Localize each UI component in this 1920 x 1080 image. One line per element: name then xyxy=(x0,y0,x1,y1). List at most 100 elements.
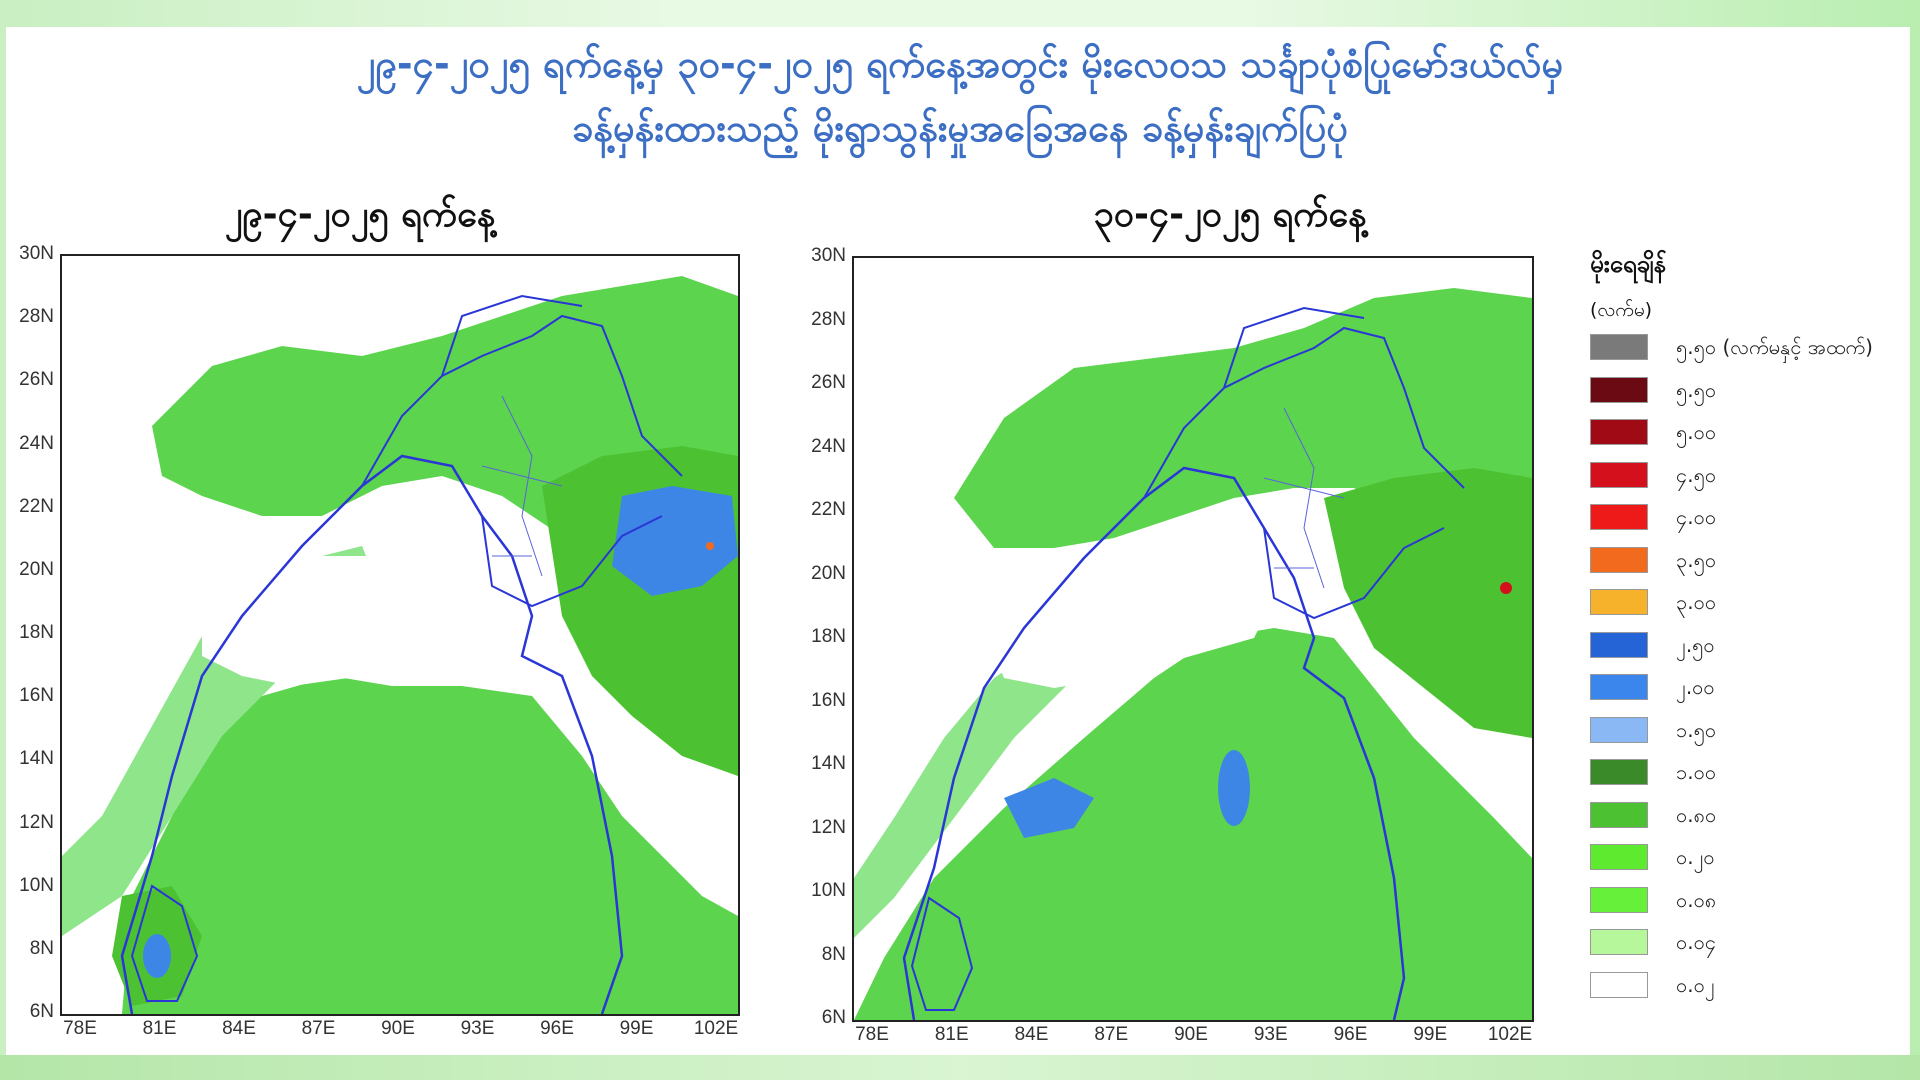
rainfall-map-day1 xyxy=(60,254,740,1016)
legend-label: ၁.၅၀ xyxy=(1676,717,1717,742)
lat-tick-label: 6N xyxy=(821,1007,846,1028)
rain-area-south xyxy=(122,676,738,1014)
lat-tick-label: 24N xyxy=(19,432,54,454)
lat-tick-label: 8N xyxy=(29,937,54,959)
lon-tick-label: 87E xyxy=(1094,1024,1129,1045)
legend-label: ၂.၀၀ xyxy=(1676,675,1715,699)
lon-tick-label: 90E xyxy=(381,1018,415,1039)
legend-swatch xyxy=(1590,419,1648,445)
myanmar-states xyxy=(481,395,563,577)
lat-tick-label: 28N xyxy=(19,306,54,328)
lon-tick-label: 93E xyxy=(1253,1024,1288,1045)
lon-tick-label: 78E xyxy=(855,1024,889,1045)
rain-cell-hotspot xyxy=(1500,582,1512,594)
myanmar-states xyxy=(1263,407,1345,589)
legend-swatch xyxy=(1590,971,1648,998)
coastline xyxy=(902,466,1406,1020)
legend-swatch xyxy=(1590,801,1648,828)
rain-area-southwest xyxy=(854,618,1094,938)
legend-label: ၄.၀၀ xyxy=(1676,505,1717,529)
legend-swatch xyxy=(1590,504,1648,530)
lat-tick-label: 30N xyxy=(19,243,54,264)
legend-label: ၀.၀၄ xyxy=(1676,930,1717,954)
lon-tick-label: 99E xyxy=(619,1018,654,1039)
legend-label: ၀.၀၂ xyxy=(1676,972,1715,997)
rain-cell-srilanka xyxy=(143,934,171,978)
rainfall-map-day1-graphic xyxy=(62,276,738,1014)
lat-tick-label: 8N xyxy=(821,943,846,965)
bay-of-bengal-dry xyxy=(984,568,1264,688)
srilanka-outline xyxy=(910,896,974,1011)
lat-tick-label: 26N xyxy=(19,369,54,391)
lat-tick-label: 20N xyxy=(19,558,54,580)
legend-label: ၀.၂၀ xyxy=(1676,845,1715,869)
lat-tick-label: 14N xyxy=(19,748,54,770)
lat-tick-label: 22N xyxy=(19,495,54,517)
lon-tick-label: 81E xyxy=(142,1018,177,1039)
legend-label: ၃.၅၀ xyxy=(1676,547,1717,572)
legend-swatch xyxy=(1590,674,1648,700)
lon-tick-label: 102E xyxy=(693,1018,739,1039)
legend-swatch xyxy=(1590,376,1648,403)
legend-swatch xyxy=(1590,546,1648,573)
lon-tick-label: 90E xyxy=(1174,1024,1208,1045)
lat-tick-label: 22N xyxy=(811,499,846,520)
country-borders xyxy=(361,294,683,608)
lon-tick-label: 84E xyxy=(222,1018,256,1039)
map-right-date: ၃၀-၄-၂၀၂၅ ရက်နေ့ xyxy=(1093,194,1367,235)
legend-swatch xyxy=(1590,886,1648,913)
legend-label: ၀.၈၀ xyxy=(1676,802,1717,827)
lat-tick-label: 16N xyxy=(19,685,54,707)
rainfall-map-day2 xyxy=(852,256,1534,1022)
legend-label: ၅.၅၀ xyxy=(1676,377,1717,402)
legend-swatch xyxy=(1590,716,1648,743)
legend-label: ၅.၀၀ xyxy=(1676,420,1717,444)
lon-tick-label: 87E xyxy=(301,1018,336,1039)
country-borders xyxy=(1143,306,1465,620)
rain-area-heavy-east xyxy=(612,486,738,596)
lat-tick-label: 10N xyxy=(19,874,54,896)
legend-label: ၃.၀၀ xyxy=(1676,590,1717,614)
legend-swatch xyxy=(1590,844,1648,870)
lon-tick-label: 96E xyxy=(540,1018,574,1039)
rain-cell-bay xyxy=(1218,750,1250,826)
bay-of-bengal-dry xyxy=(202,556,502,686)
lat-tick-label: 18N xyxy=(811,626,846,647)
lat-tick-label: 16N xyxy=(811,689,846,711)
legend-swatch xyxy=(1590,461,1648,488)
lat-tick-label: 12N xyxy=(19,811,54,833)
lat-tick-label: 30N xyxy=(811,245,846,266)
main-title-line1: ၂၉-၄-၂၀၂၅ ရက်နေ့မှ ၃၀-၄-၂၀၂၅ ရက်နေ့အတွင်… xyxy=(356,42,1564,86)
legend-label: ၂.၅၀ xyxy=(1676,632,1715,657)
map-left-date: ၂၉-၄-၂၀၂၅ ရက်နေ့ xyxy=(224,194,496,235)
rain-area-east xyxy=(1324,468,1532,738)
lat-tick-label: 28N xyxy=(811,308,846,330)
lon-tick-label: 99E xyxy=(1413,1024,1448,1045)
legend-swatch xyxy=(1590,334,1648,360)
lat-tick-label: 20N xyxy=(811,562,846,584)
lon-tick-label: 102E xyxy=(1487,1024,1533,1045)
lat-tick-label: 26N xyxy=(811,372,846,393)
main-title-line2: ခန့်မှန်းထားသည့် မိုးရွာသွန်းမှုအခြေအနေ … xyxy=(571,106,1349,150)
legend-title: မိုးရေချိန် xyxy=(1590,250,1667,278)
lat-tick-label: 24N xyxy=(811,435,846,457)
legend-label: ၀.၀၈ xyxy=(1676,887,1717,912)
rain-area-scatter-blue xyxy=(1004,778,1094,838)
coastline xyxy=(120,454,624,1014)
lon-tick-label: 81E xyxy=(934,1024,969,1045)
lat-tick-label: 12N xyxy=(811,816,846,838)
rain-area-south xyxy=(854,628,1532,1020)
rain-cell-hotspot xyxy=(706,542,714,550)
srilanka-outline xyxy=(130,884,199,1002)
legend-label: ၅.၅၀ (လက်မနှင့် အထက်) xyxy=(1676,335,1873,359)
lat-tick-label: 6N xyxy=(29,1001,54,1022)
lon-tick-label: 93E xyxy=(460,1018,495,1039)
lon-tick-label: 78E xyxy=(63,1018,97,1039)
lon-tick-label: 96E xyxy=(1333,1024,1368,1045)
legend-label: ၁.၀၀ xyxy=(1676,760,1717,784)
legend-swatch xyxy=(1590,759,1648,785)
legend-swatch xyxy=(1590,631,1648,658)
legend-swatch xyxy=(1590,589,1648,615)
legend-label: ၄.၅၀ xyxy=(1676,462,1717,487)
lon-tick-label: 84E xyxy=(1014,1024,1049,1045)
